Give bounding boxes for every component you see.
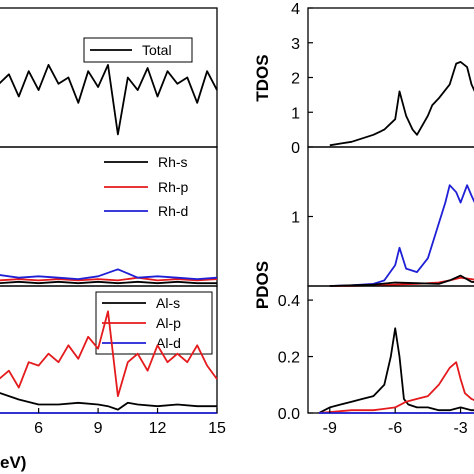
series-layer-right-top <box>329 61 474 147</box>
x-tick-label-right-bottom: -3 <box>453 420 467 437</box>
y-tick-label-right-bottom: 0.0 <box>278 406 300 423</box>
legend-label-rh-d: Rh-d <box>158 203 188 219</box>
legend-left-middle: Rh-s Rh-p Rh-d <box>104 154 189 219</box>
series-line-right-middle-2 <box>329 274 474 287</box>
series-line-left-middle-1 <box>0 276 218 282</box>
x-axis-label-left-fragment: eV) <box>0 453 26 472</box>
legend-label-rh-s: Rh-s <box>158 154 188 170</box>
series-layer-left-middle <box>0 268 218 285</box>
series-line-right-middle-0 <box>329 184 474 287</box>
y-tick-label-right-top: 2 <box>291 71 300 88</box>
x-tick-label-left-bottom: 12 <box>149 420 167 437</box>
legend-label-al-d: Al-d <box>156 335 181 351</box>
series-line-right-bottom-1 <box>318 361 474 414</box>
legend-label-rh-p: Rh-p <box>158 179 189 195</box>
y-tick-label-right-top: 3 <box>291 36 300 53</box>
y-tick-label-right-bottom: 0.4 <box>278 293 300 310</box>
series-layer-right-middle <box>329 184 474 287</box>
y-ticks-right-bottom: 0.0 0.2 0.4 <box>278 293 313 423</box>
panel-left-middle: Rh-s Rh-p Rh-d <box>0 146 218 287</box>
x-ticks-right: -9 -6 -3 <box>323 408 468 437</box>
x-tick-label-left-bottom: 9 <box>94 420 103 437</box>
legend-left-top: Total <box>83 37 193 63</box>
y-tick-label-right-middle: 1 <box>291 210 300 227</box>
legend-box <box>83 37 193 63</box>
y-tick-label-right-top: 4 <box>291 1 300 18</box>
series-line-left-top-0 <box>0 64 218 136</box>
series-line-right-top-0 <box>329 61 474 147</box>
panel-left-bottom: Al-s Al-p Al-d 6 9 12 15 <box>0 285 226 437</box>
series-layer-right-bottom <box>318 327 474 414</box>
series-line-left-bottom-1 <box>0 310 218 397</box>
panel-left-top: Total <box>0 7 218 148</box>
series-line-left-middle-2 <box>0 268 218 280</box>
y-tick-label-right-top: 1 <box>291 105 300 122</box>
legend-left-bottom: Al-s Al-p Al-d <box>95 291 213 355</box>
y-tick-label-right-top: 0 <box>291 140 300 157</box>
series-line-left-bottom-0 <box>0 392 217 411</box>
series-layer-left-top <box>0 64 218 136</box>
y-axis-label-tdos: TDOS <box>253 54 272 101</box>
legend-label-total: Total <box>142 42 172 58</box>
y-axis-label-pdos: PDOS <box>253 261 272 309</box>
panel-right-middle: 1 PDOS <box>253 146 474 309</box>
panel-right-top: 0 1 2 3 4 TDOS <box>253 1 474 157</box>
series-line-right-bottom-0 <box>318 327 474 414</box>
panel-right-middle-frame <box>307 146 474 287</box>
y-ticks-right-top: 0 1 2 3 4 <box>291 1 313 157</box>
x-tick-label-left-bottom: 6 <box>34 420 43 437</box>
panel-right-bottom: 0.0 0.2 0.4 -9 -6 -3 <box>278 285 474 437</box>
y-ticks-right-middle: 1 <box>291 210 313 227</box>
series-layer-left-bottom <box>0 310 218 414</box>
legend-label-al-s: Al-s <box>156 295 180 311</box>
y-tick-label-right-bottom: 0.2 <box>278 350 300 367</box>
x-tick-label-right-bottom: -6 <box>388 420 402 437</box>
x-ticks-left: 6 9 12 15 <box>34 408 226 437</box>
legend-label-al-p: Al-p <box>156 315 181 331</box>
series-line-left-middle-0 <box>0 280 217 285</box>
x-tick-label-right-bottom: -9 <box>323 420 337 437</box>
x-tick-label-left-bottom: 15 <box>208 420 226 437</box>
panel-right-top-frame <box>307 7 474 148</box>
